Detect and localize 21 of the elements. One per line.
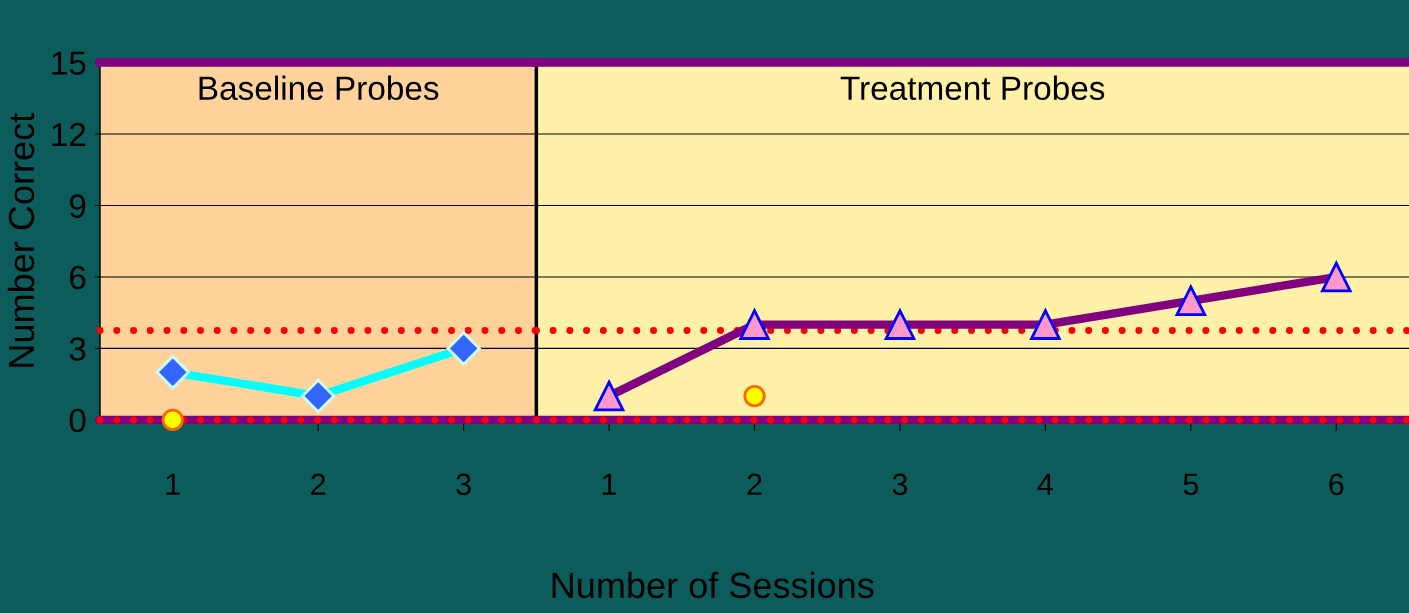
x-tick-label: 4 [1037, 473, 1053, 495]
y-tick-label: 12 [52, 122, 86, 147]
chart-title: Baseline Probes [199, 75, 439, 101]
x-tick-label: 3 [456, 473, 471, 496]
x-tick-label: 1 [602, 473, 617, 495]
x-tick-label: 1 [166, 473, 180, 495]
point [161, 408, 184, 432]
y-tick-label: 6 [70, 265, 86, 290]
point [743, 384, 766, 408]
y-tick-label: 3 [69, 337, 86, 361]
x-tick-label: 6 [1329, 473, 1344, 496]
y-axis-title: Number Correct [7, 113, 35, 367]
x-tick-label: 2 [311, 473, 326, 495]
x-tick-label: 5 [1183, 473, 1199, 496]
y-tick-label: 9 [69, 194, 86, 218]
x-axis-title: Number of Sessions [552, 571, 874, 599]
x-tick-label: 3 [892, 473, 908, 496]
y-tick-label: 15 [52, 51, 86, 75]
chart-title: Treatment Probes [840, 75, 1105, 101]
y-tick-label: 0 [69, 408, 86, 433]
x-tick-label: 2 [747, 473, 762, 495]
